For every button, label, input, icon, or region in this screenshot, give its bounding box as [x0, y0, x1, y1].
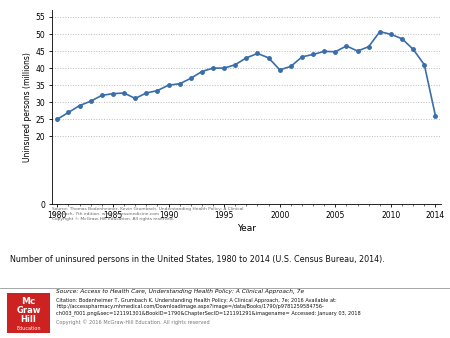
Text: ch003_f001.png&sec=121191301&BookID=1790&ChapterSecID=121191291&imagename= Acces: ch003_f001.png&sec=121191301&BookID=1790… — [56, 310, 361, 316]
Y-axis label: Uninsured persons (millions): Uninsured persons (millions) — [22, 52, 32, 162]
Text: Graw: Graw — [16, 307, 41, 315]
Text: Source: Thomas Bodenheimer, Kevin Grumbach. Understanding Health Policy: A Clini: Source: Thomas Bodenheimer, Kevin Grumba… — [52, 207, 243, 221]
Text: Copyright © 2016 McGraw-Hill Education. All rights reserved: Copyright © 2016 McGraw-Hill Education. … — [56, 319, 210, 325]
Text: Number of uninsured persons in the United States, 1980 to 2014 (U.S. Census Bure: Number of uninsured persons in the Unite… — [10, 255, 385, 264]
Text: Mc: Mc — [22, 297, 36, 306]
Text: http://accesspharmacy.mhmedical.com/Downloadimage.aspx?image=/data/Books/1790/p9: http://accesspharmacy.mhmedical.com/Down… — [56, 304, 324, 309]
Text: Source: Access to Health Care, Understanding Health Policy: A Clinical Approach,: Source: Access to Health Care, Understan… — [56, 289, 304, 294]
Text: Citation: Bodenheimer T, Grumbach K. Understanding Health Policy: A Clinical App: Citation: Bodenheimer T, Grumbach K. Und… — [56, 298, 337, 303]
X-axis label: Year: Year — [237, 224, 256, 233]
Text: Education: Education — [16, 325, 41, 331]
Text: Hill: Hill — [21, 315, 36, 324]
